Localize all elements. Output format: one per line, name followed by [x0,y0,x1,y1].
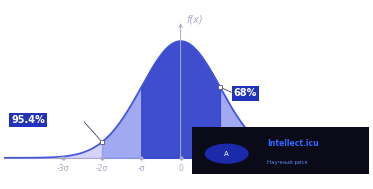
Circle shape [205,144,249,164]
Bar [192,127,369,174]
Text: f(x): f(x) [186,15,203,25]
Text: 0: 0 [178,164,183,173]
Text: -3σ: -3σ [56,164,69,173]
Text: -2σ: -2σ [96,164,108,173]
Text: -σ: -σ [138,164,145,173]
Text: σ: σ [217,164,222,173]
Text: 99.7%: 99.7% [281,131,314,141]
Text: A: A [224,151,229,157]
Text: Научный риск: Научный риск [267,160,308,165]
Text: 95.4%: 95.4% [12,115,46,125]
Text: 68%: 68% [233,88,257,98]
Text: Intellect.icu: Intellect.icu [267,139,319,148]
